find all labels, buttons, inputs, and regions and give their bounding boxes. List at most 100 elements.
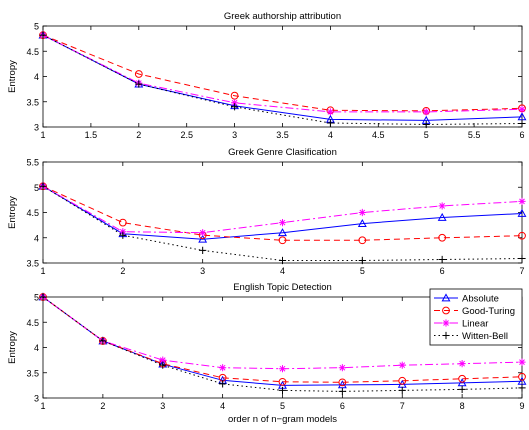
y-tick-label: 4 [34,343,39,353]
chart-title: Greek Genre Clasification [228,147,337,158]
y-tick-label: 3.5 [26,259,39,269]
data-point [338,378,347,387]
series-witten-bell [39,182,526,265]
data-point [231,103,239,111]
x-tick-label: 2.5 [180,130,193,140]
data-point [517,112,527,121]
y-tick-label: 3 [34,123,39,133]
legend-label: Linear [462,319,488,330]
data-point [159,361,167,369]
data-point [337,380,347,389]
data-point [422,108,430,116]
data-point [278,377,287,386]
data-point [230,91,239,100]
y-tick-label: 4 [34,233,39,243]
data-point [518,231,526,240]
data-point [518,358,526,366]
x-tick-label: 2 [136,130,141,140]
data-point [518,119,526,128]
x-tick-label: 6 [340,401,345,411]
data-point [39,31,47,39]
data-point [458,360,466,368]
data-point [119,231,127,239]
series-good-turing [39,182,526,245]
data-point [278,228,287,237]
y-axis-label: Entropy [7,331,18,364]
data-point [358,256,366,265]
data-point [198,234,208,243]
x-tick-label: 2 [120,266,125,276]
y-tick-label: 4.5 [26,47,39,57]
x-tick-label: 6 [440,266,445,276]
plot-frame [42,25,523,128]
series-witten-bell [39,293,526,396]
data-point [278,386,287,395]
data-point [458,374,467,383]
y-tick-label: 3.5 [26,97,39,107]
data-point [438,202,446,210]
data-point [338,387,346,396]
legend-marker [441,293,451,302]
chart-panel-2: 1 2 3 4 5 6 7 3.5 4 4.5 5 5.5 Greek Genre Clasificat… [7,147,527,276]
x-tick-label: 1 [40,266,45,276]
data-point [118,218,127,227]
x-tick-label: 3 [160,401,165,411]
x-tick-label: 4 [328,130,333,140]
series-witten-bell [39,31,526,129]
x-tick-label: 7 [400,401,405,411]
x-tick-label: 4.5 [372,130,385,140]
y-tick-label: 5 [34,22,39,32]
data-point [398,376,407,385]
data-point [326,108,334,116]
data-point [518,254,526,263]
data-point [358,208,366,217]
y-tick-label: 4.5 [26,208,39,218]
series-line [42,34,523,126]
data-point [437,212,447,221]
data-point [219,364,227,372]
data-point [517,376,527,385]
data-point [438,233,447,242]
y-axis-label: Entropy [7,60,18,93]
chart-panel-3: 1 2 3 4 5 6 7 8 9 3 3.5 4 4.5 5 English Topic Detectio… [7,282,527,425]
legend-label: Good-Turing [462,306,515,317]
series-absolute [38,181,527,243]
data-point [199,229,207,237]
x-tick-label: 4 [280,266,285,276]
data-point [278,236,287,245]
data-point [357,218,367,227]
data-point [278,219,287,227]
data-point [518,197,526,205]
data-point [517,208,527,217]
y-tick-label: 5 [34,183,39,193]
y-tick-label: 3 [34,394,39,404]
chart-title: Greek authorship attribution [224,11,341,22]
x-tick-label: 1 [40,401,45,411]
data-point [422,120,430,129]
chart-panel-1: 1 1.5 2 2.5 3 3.5 4 4.5 5 5.5 6 3 3.5 4 4.5 5 Greek auth… [7,11,527,140]
data-point [438,255,446,264]
y-axis-label: Entropy [7,196,18,229]
series-line [42,34,523,112]
data-point [398,386,406,395]
x-tick-label: 1.5 [85,130,98,140]
data-point [326,119,334,127]
x-tick-label: 5.5 [468,130,481,140]
x-tick-label: 3 [232,130,237,140]
data-point [518,372,526,381]
y-tick-label: 5 [34,293,39,303]
legend-marker [442,331,450,340]
chart-title: English Topic Detection [233,282,332,293]
legend-label: Witten-Bell [462,331,508,342]
data-point [518,384,526,392]
data-point [457,378,467,387]
data-point [159,356,167,364]
x-tick-label: 3.5 [276,130,289,140]
series-absolute [38,30,527,124]
data-point [99,337,107,345]
data-point [518,105,526,113]
data-point [135,80,143,88]
data-point [134,70,143,78]
